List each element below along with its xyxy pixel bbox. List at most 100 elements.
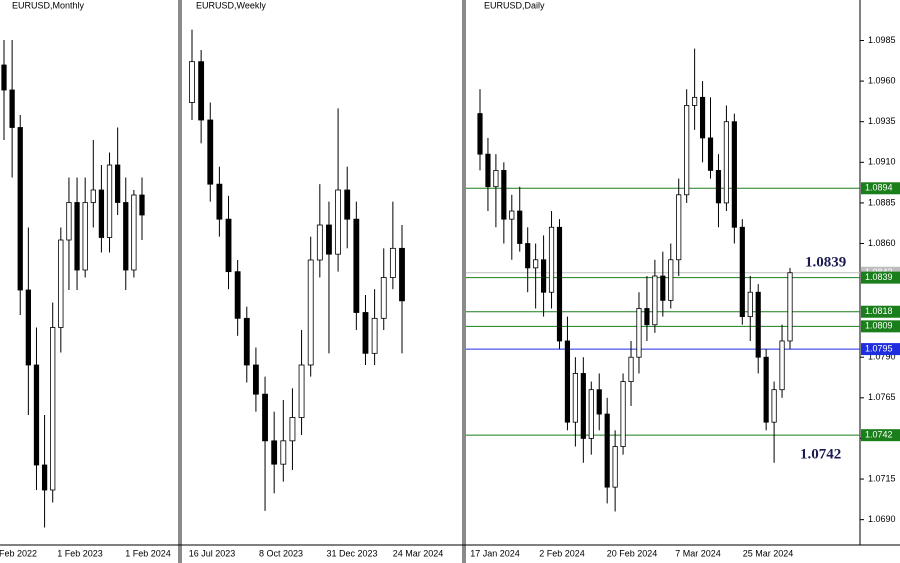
x-tick-label: 20 Feb 2024 bbox=[607, 548, 658, 558]
candle-body bbox=[596, 389, 602, 415]
price-tag-label: 1.0894 bbox=[865, 183, 893, 193]
candle-body bbox=[198, 61, 205, 121]
candle-body bbox=[344, 189, 351, 220]
candle-body bbox=[66, 202, 72, 241]
candle-body bbox=[501, 170, 507, 220]
price-tag-label: 1.0809 bbox=[865, 321, 893, 331]
candle-body bbox=[723, 121, 729, 204]
candle-body bbox=[477, 113, 483, 155]
price-tag-label: 1.0839 bbox=[865, 272, 893, 282]
candle-body bbox=[779, 340, 785, 391]
panel-title: EURUSD,Monthly bbox=[12, 0, 85, 10]
candle-body bbox=[82, 202, 88, 271]
candle-body bbox=[1, 64, 7, 91]
candle-body bbox=[353, 218, 360, 313]
price-tag bbox=[861, 271, 900, 284]
x-tick-label: 1 Feb 2024 bbox=[125, 548, 171, 558]
price-tag-label: 1.0742 bbox=[865, 430, 893, 440]
candle-body bbox=[676, 194, 682, 261]
candle-body bbox=[207, 119, 214, 185]
x-tick-label: 7 Mar 2024 bbox=[675, 548, 721, 558]
x-tick-label: 24 Mar 2024 bbox=[393, 548, 444, 558]
candle-body bbox=[335, 189, 341, 255]
x-tick-label: 31 Dec 2023 bbox=[326, 548, 377, 558]
candle-body bbox=[271, 440, 278, 465]
candle-body bbox=[707, 137, 714, 171]
y-tick-label: 1.0885 bbox=[868, 197, 896, 207]
candle-body bbox=[234, 271, 241, 319]
candle-body bbox=[533, 259, 539, 269]
candle-body bbox=[307, 259, 314, 366]
candle-body bbox=[98, 189, 105, 238]
candle-body bbox=[604, 413, 610, 488]
x-tick-label: 8 Oct 2023 bbox=[259, 548, 303, 558]
y-tick-label: 1.0985 bbox=[868, 35, 896, 45]
price-tag bbox=[861, 182, 900, 195]
candle-body bbox=[9, 89, 15, 128]
candle-body bbox=[493, 170, 499, 188]
candle-body bbox=[771, 389, 777, 423]
y-tick-label: 1.0690 bbox=[868, 514, 896, 524]
candle-body bbox=[644, 308, 650, 326]
candle-body bbox=[25, 289, 31, 366]
candle-body bbox=[371, 317, 378, 354]
candle-body bbox=[668, 259, 674, 301]
candle-body bbox=[580, 373, 586, 439]
candle-body bbox=[41, 464, 48, 491]
x-tick-label: 25 Mar 2024 bbox=[743, 548, 794, 558]
candle-body bbox=[316, 224, 323, 261]
candle-body bbox=[485, 153, 491, 188]
candle-body bbox=[389, 247, 396, 278]
candle-body bbox=[548, 226, 555, 293]
candle-body bbox=[628, 356, 634, 382]
candle-body bbox=[739, 226, 745, 318]
annotation: 1.0839 bbox=[805, 254, 846, 270]
candle-body bbox=[74, 202, 80, 271]
candle-body bbox=[556, 226, 563, 342]
candle-body bbox=[572, 373, 578, 423]
candle-body bbox=[541, 259, 547, 293]
x-tick-label: Feb 2022 bbox=[0, 548, 37, 558]
y-tick-label: 1.0960 bbox=[868, 75, 896, 85]
candle-body bbox=[564, 340, 571, 423]
candle-body bbox=[90, 189, 96, 203]
candle-body bbox=[509, 210, 515, 220]
candle-body bbox=[763, 356, 769, 423]
candle-body bbox=[262, 393, 268, 442]
y-tick-label: 1.0715 bbox=[868, 473, 896, 483]
price-tag bbox=[861, 429, 900, 442]
candle-body bbox=[50, 327, 56, 491]
candle-body bbox=[652, 275, 658, 326]
candle-body bbox=[131, 194, 137, 271]
candle-body bbox=[715, 170, 722, 204]
candle-body bbox=[289, 417, 296, 442]
x-tick-label: 17 Jan 2024 bbox=[470, 548, 520, 558]
candle-body bbox=[731, 121, 737, 228]
candle-body bbox=[115, 164, 121, 203]
candle-body bbox=[326, 224, 332, 255]
y-tick-label: 1.0790 bbox=[868, 352, 896, 362]
candle-body bbox=[525, 243, 531, 269]
y-tick-label: 1.0860 bbox=[868, 238, 896, 248]
candle-body bbox=[17, 127, 23, 291]
candle-body bbox=[33, 364, 40, 466]
candle-body bbox=[58, 239, 64, 328]
candle-body bbox=[636, 308, 642, 358]
y-tick-label: 1.0910 bbox=[868, 157, 896, 167]
candle-body bbox=[588, 389, 594, 439]
candle-body bbox=[399, 247, 405, 302]
candle-body bbox=[280, 440, 287, 465]
candle-body bbox=[216, 183, 223, 220]
x-tick-label: 1 Feb 2023 bbox=[57, 548, 103, 558]
candle-body bbox=[253, 364, 259, 395]
price-tag bbox=[861, 320, 900, 333]
candle-body bbox=[684, 105, 690, 196]
panel-title: EURUSD,Daily bbox=[484, 0, 545, 10]
candle-body bbox=[380, 277, 387, 319]
x-tick-label: 2 Feb 2024 bbox=[539, 548, 585, 558]
candle-body bbox=[123, 202, 129, 271]
price-tag bbox=[861, 305, 900, 318]
candle-body bbox=[106, 164, 113, 238]
y-tick-label: 1.0935 bbox=[868, 116, 896, 126]
